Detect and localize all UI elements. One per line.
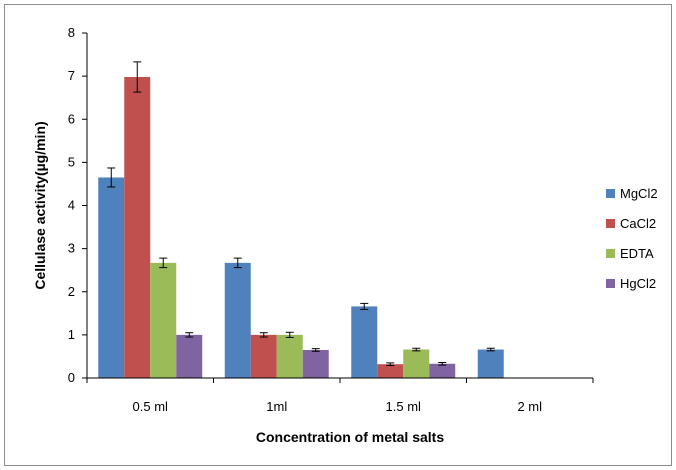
y-tick-label: 0 — [68, 370, 75, 385]
legend-label: EDTA — [620, 246, 654, 261]
bar — [98, 177, 125, 378]
bar — [429, 363, 456, 378]
chart-frame: 0 1 2 3 4 5 6 7 8 0.5 ml 1ml 1.5 ml 2 ml Cellulase … — [4, 4, 672, 466]
legend: MgCl2 CaCl2 EDTA HgCl2 — [606, 186, 658, 291]
y-tick-label: 3 — [68, 241, 75, 256]
y-tick-label: 5 — [68, 154, 75, 169]
legend-swatch — [606, 279, 615, 288]
x-axis-title: Concentration of metal salts — [256, 429, 444, 445]
x-tick-label: 1ml — [266, 399, 287, 414]
y-axis-title: Cellulase activity(µg/min) — [32, 121, 48, 289]
error-bar — [412, 347, 421, 352]
error-bar — [185, 332, 194, 338]
bar — [224, 262, 251, 378]
legend-label: MgCl2 — [620, 186, 658, 201]
y-tick-label: 8 — [68, 25, 75, 40]
y-tick-label: 7 — [68, 68, 75, 83]
legend-swatch — [606, 219, 615, 228]
error-bar — [285, 331, 294, 338]
error-bars-group — [107, 61, 495, 366]
legend-item: HgCl2 — [606, 276, 656, 291]
bar — [276, 334, 303, 378]
bar — [403, 349, 430, 378]
bar — [377, 364, 404, 378]
x-tick-label: 1.5 ml — [386, 399, 422, 414]
bar — [477, 349, 504, 378]
legend-item: MgCl2 — [606, 186, 658, 201]
bar-chart: 0 1 2 3 4 5 6 7 8 0.5 ml 1ml 1.5 ml 2 ml Cellulase … — [32, 25, 658, 445]
legend-label: CaCl2 — [620, 216, 656, 231]
legend-swatch — [606, 249, 615, 258]
error-bar — [159, 257, 168, 269]
bars-group — [98, 76, 504, 379]
x-tick-label: 2 ml — [517, 399, 542, 414]
bar — [176, 334, 203, 378]
y-tick-label: 4 — [68, 198, 75, 213]
legend-item: CaCl2 — [606, 216, 656, 231]
x-tick-label: 0.5 ml — [133, 399, 169, 414]
x-tick-group: 0.5 ml 1ml 1.5 ml 2 ml — [86, 378, 594, 414]
bar — [124, 76, 151, 379]
y-tick-label: 6 — [68, 111, 75, 126]
bar — [351, 306, 378, 378]
bar — [302, 349, 329, 378]
error-bar — [438, 361, 447, 366]
y-tick-group: 0 1 2 3 4 5 6 7 8 — [68, 25, 87, 385]
bar — [250, 334, 277, 378]
error-bar — [311, 348, 320, 352]
error-bar — [107, 167, 116, 188]
bar — [150, 262, 177, 378]
legend-label: HgCl2 — [620, 276, 656, 291]
error-bar — [233, 257, 242, 269]
legend-item: EDTA — [606, 246, 654, 261]
error-bar — [259, 332, 268, 338]
error-bar — [360, 302, 369, 310]
legend-swatch — [606, 189, 615, 198]
error-bar — [386, 362, 395, 366]
y-tick-label: 2 — [68, 284, 75, 299]
error-bar — [486, 347, 495, 352]
error-bar — [133, 61, 142, 93]
y-tick-label: 1 — [68, 327, 75, 342]
